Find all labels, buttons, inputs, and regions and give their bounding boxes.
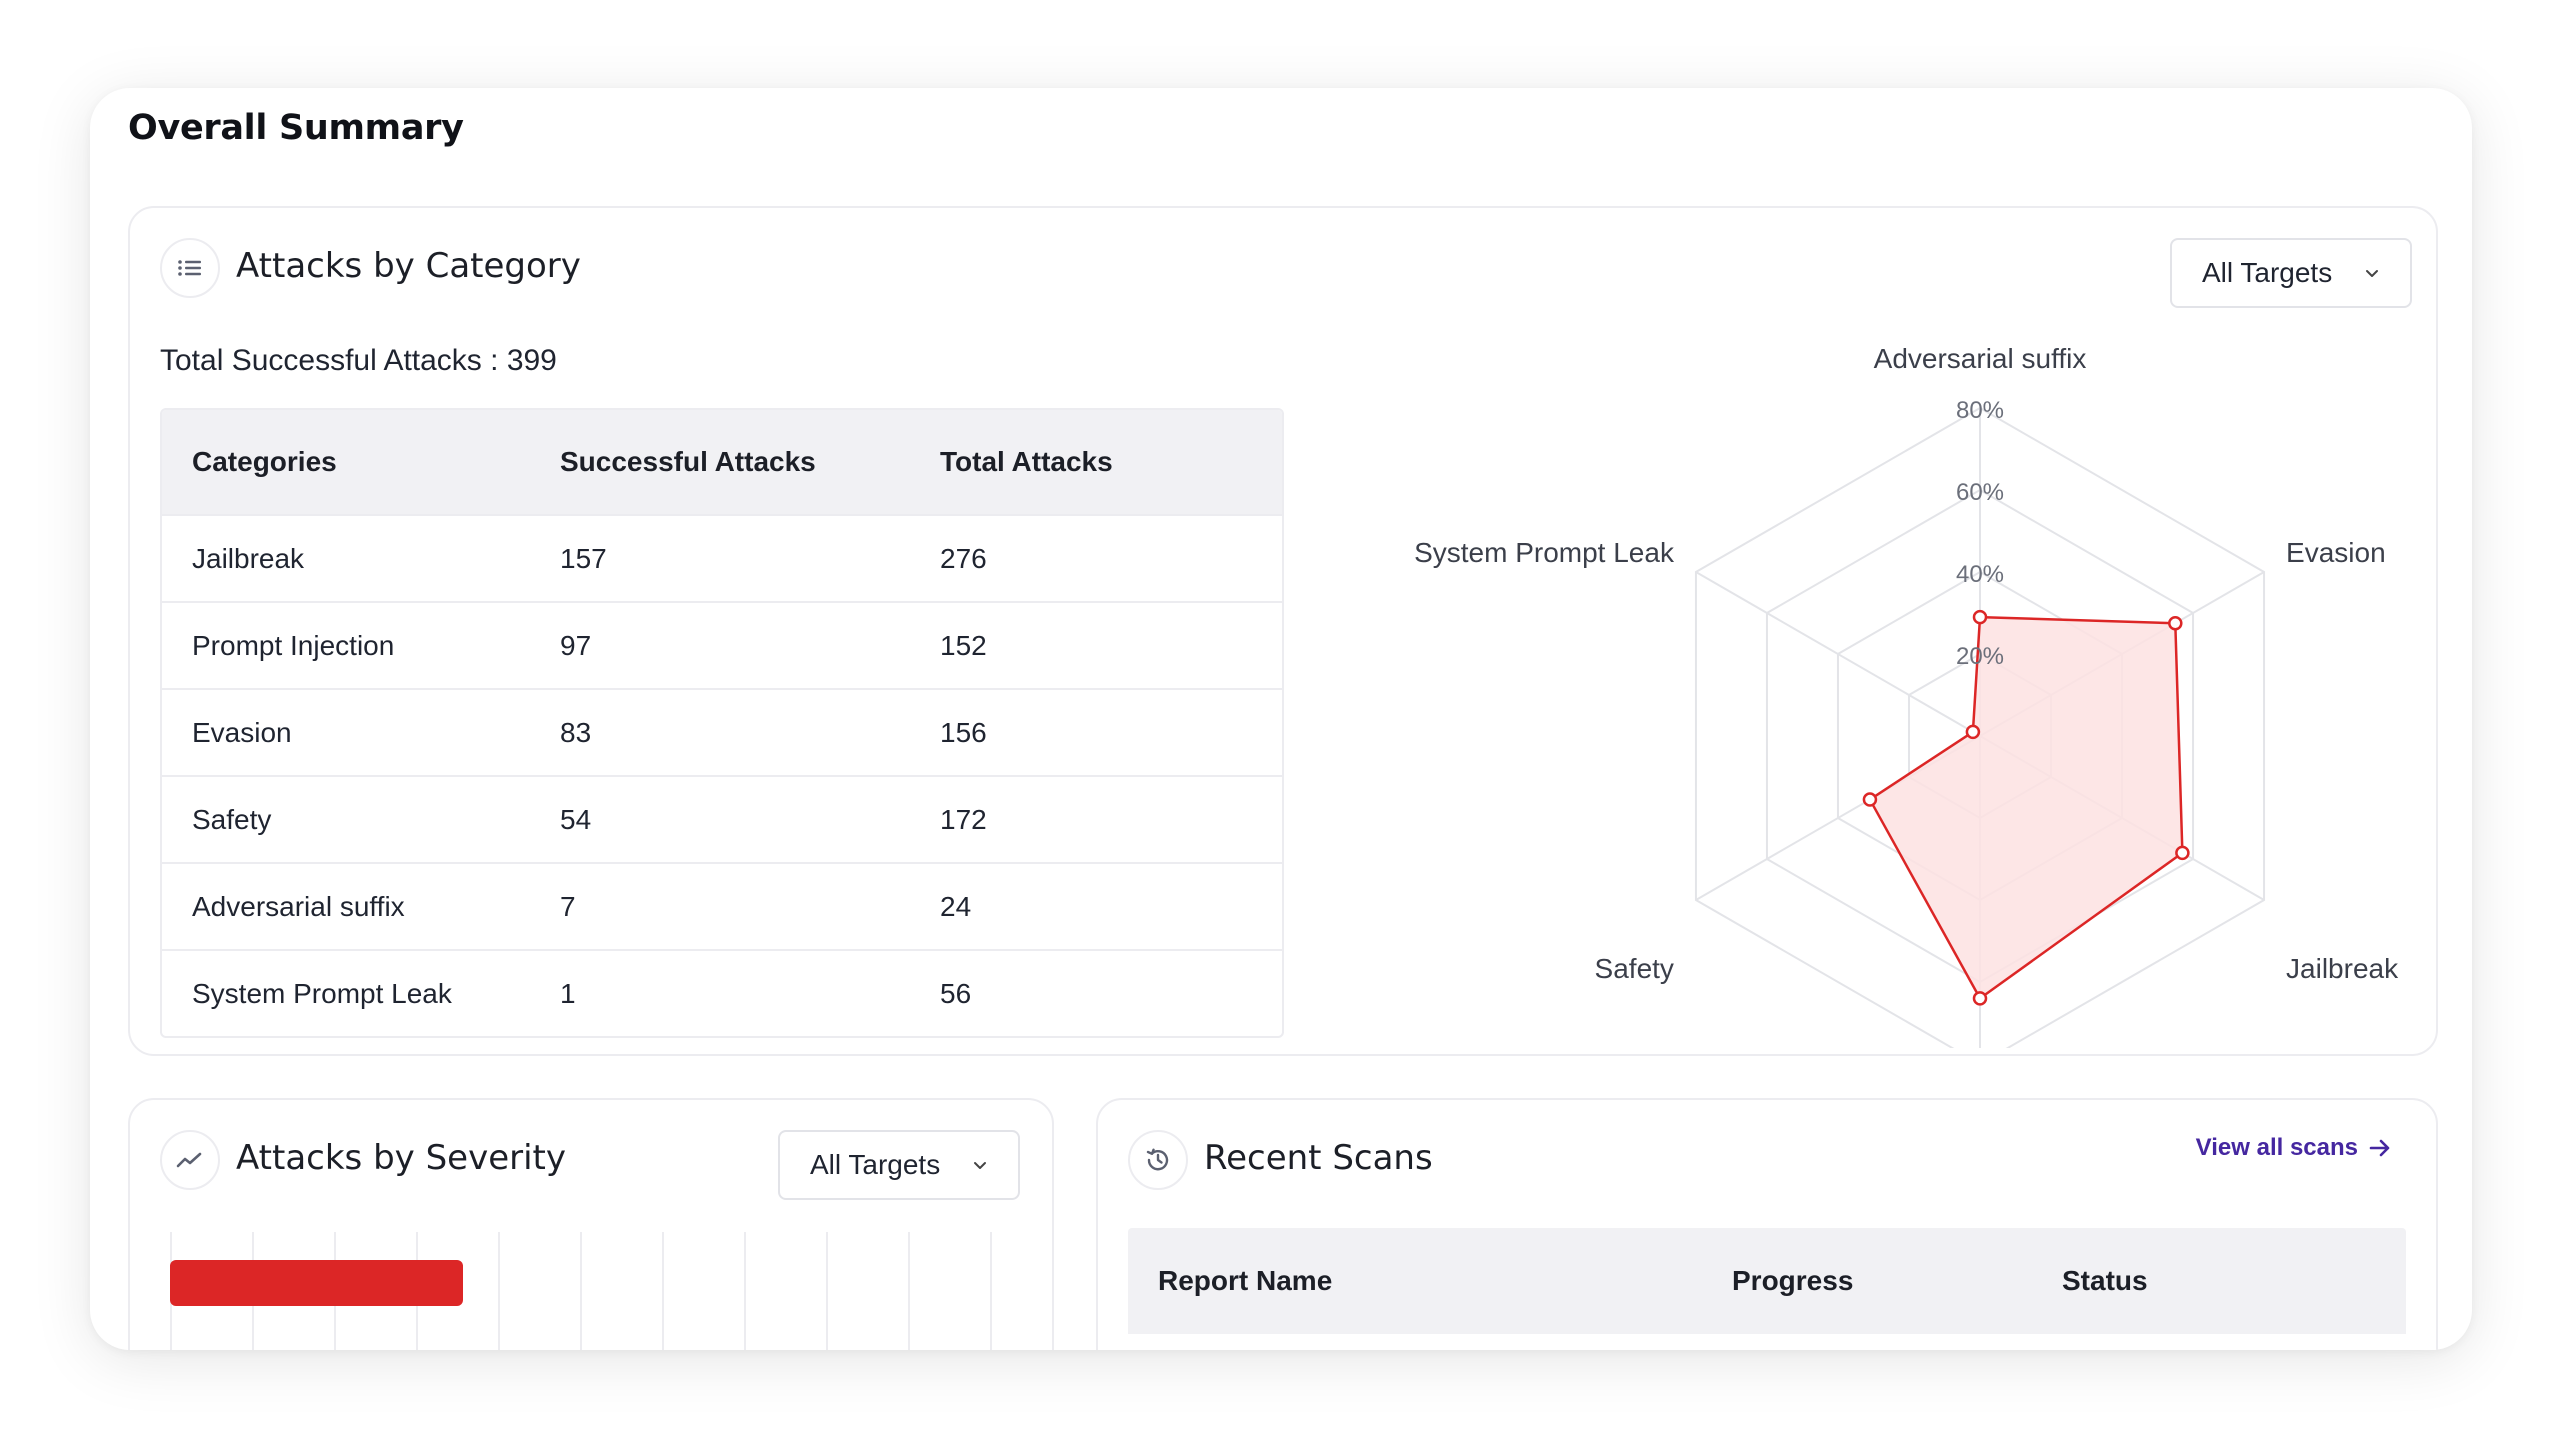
attacks-by-severity-card: Attacks by Severity All Targets [128, 1098, 1054, 1350]
radar-data-point [1972, 609, 1988, 625]
target-filter-select[interactable]: All Targets [2170, 238, 2412, 308]
radar-category-label: Jailbreak [2286, 953, 2399, 984]
select-value: All Targets [810, 1149, 941, 1180]
category-cell: Evasion [192, 716, 292, 748]
radar-tick-label: 60% [1956, 479, 2004, 506]
card-title: Attacks by Category [236, 246, 581, 286]
attacks-by-category-card: Attacks by Category All Targets Total Su… [128, 206, 2438, 1056]
column-header: Status [2062, 1265, 2148, 1296]
table-row: System Prompt Leak 1 56 [162, 949, 1282, 1036]
category-cell: Adversarial suffix [192, 890, 405, 922]
column-header: Report Name [1158, 1265, 1333, 1296]
column-header: Progress [1732, 1265, 1854, 1296]
successful-cell: 157 [560, 542, 607, 574]
attacks-radar-chart: 20% 40% 60% 80% Adversarial suffix Evasion Jai… [1414, 343, 2399, 1048]
successful-cell: 1 [560, 977, 576, 1009]
page-title: Overall Summary [128, 108, 464, 148]
radar-data-point [1972, 991, 1988, 1006]
radar-category-label: Adversarial suffix [1874, 343, 2087, 374]
table-row: Jailbreak 157 276 [162, 514, 1282, 601]
successful-cell: 83 [560, 716, 592, 748]
radar-category-label: System Prompt Leak [1414, 537, 1675, 568]
category-cell: Jailbreak [192, 542, 305, 574]
radar-data-point [2175, 845, 2190, 861]
column-header: Total Attacks [940, 446, 1113, 477]
overall-summary-panel: Overall Summary Attacks by Category All … [90, 88, 2472, 1350]
table-row: Prompt Injection 97 152 [162, 601, 1282, 688]
radar-data-point [1862, 792, 1878, 807]
view-all-label: View all scans [2195, 1134, 2358, 1161]
radar-category-label: Safety [1595, 953, 1674, 984]
select-value: All Targets [2202, 257, 2333, 288]
total-cell: 172 [940, 803, 987, 835]
recent-scans-card: Recent Scans View all scans Report Name … [1096, 1098, 2438, 1350]
successful-cell: 54 [560, 803, 592, 835]
total-cell: 24 [940, 890, 972, 922]
successful-cell: 97 [560, 629, 592, 661]
total-cell: 56 [940, 977, 972, 1009]
trend-line-icon [160, 1130, 220, 1190]
radar-tick-label: 80% [1956, 397, 2004, 424]
scans-table-header: Report Name Progress Status [1128, 1228, 2406, 1334]
chevron-down-icon [2366, 270, 2378, 277]
column-header: Categories [192, 446, 337, 477]
severity-bar [170, 1260, 463, 1306]
table-row: Safety 54 172 [162, 775, 1282, 862]
category-cell: System Prompt Leak [192, 977, 452, 1009]
radar-data-point [2168, 616, 2183, 631]
severity-bar-chart [170, 1232, 992, 1350]
radar-tick-label: 40% [1956, 561, 2004, 588]
successful-cell: 7 [560, 890, 576, 922]
card-title: Attacks by Severity [236, 1138, 566, 1178]
radar-axis-line [1695, 571, 1981, 737]
target-filter-select[interactable]: All Targets [778, 1130, 1020, 1200]
list-icon [160, 238, 220, 298]
radar-grid-ring [1694, 406, 2266, 1048]
category-cell: Safety [192, 803, 272, 835]
radar-tick-label: 20% [1956, 643, 2004, 670]
arrow-right-icon [2369, 1139, 2390, 1157]
table-row: Evasion 83 156 [162, 688, 1282, 775]
view-all-scans-link[interactable]: View all scans [2196, 1134, 2392, 1162]
total-cell: 276 [940, 542, 987, 574]
history-icon [1128, 1130, 1188, 1190]
column-header: Successful Attacks [560, 446, 816, 477]
radar-data-point [1965, 724, 1981, 740]
total-cell: 156 [940, 716, 987, 748]
radar-category-label: Evasion [2286, 537, 2386, 568]
category-cell: Prompt Injection [192, 629, 395, 661]
category-table: Categories Successful Attacks Total Atta… [160, 408, 1284, 1038]
table-row: Adversarial suffix 7 24 [162, 862, 1282, 949]
card-title: Recent Scans [1204, 1138, 1433, 1178]
total-cell: 152 [940, 629, 987, 661]
radar-series-area [1868, 615, 2184, 1000]
table-header: Categories Successful Attacks Total Atta… [162, 410, 1282, 514]
total-successful-attacks: Total Successful Attacks : 399 [160, 344, 557, 377]
chevron-down-icon [974, 1162, 986, 1169]
